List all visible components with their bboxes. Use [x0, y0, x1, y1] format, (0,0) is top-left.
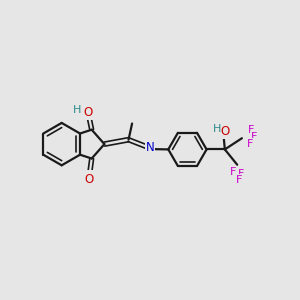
Text: F: F — [248, 125, 254, 135]
Text: F: F — [236, 175, 242, 185]
Bar — [222, 130, 227, 136]
Bar — [146, 144, 153, 152]
Text: F: F — [238, 169, 244, 179]
Text: F: F — [230, 167, 236, 177]
Bar — [86, 170, 93, 176]
Bar — [85, 110, 92, 116]
Text: F: F — [250, 132, 257, 142]
Text: O: O — [85, 173, 94, 186]
Text: O: O — [220, 125, 230, 138]
Text: F: F — [247, 139, 253, 148]
Text: H: H — [212, 124, 221, 134]
Text: N: N — [146, 141, 154, 154]
Text: O: O — [83, 106, 93, 119]
Text: H: H — [74, 105, 82, 115]
